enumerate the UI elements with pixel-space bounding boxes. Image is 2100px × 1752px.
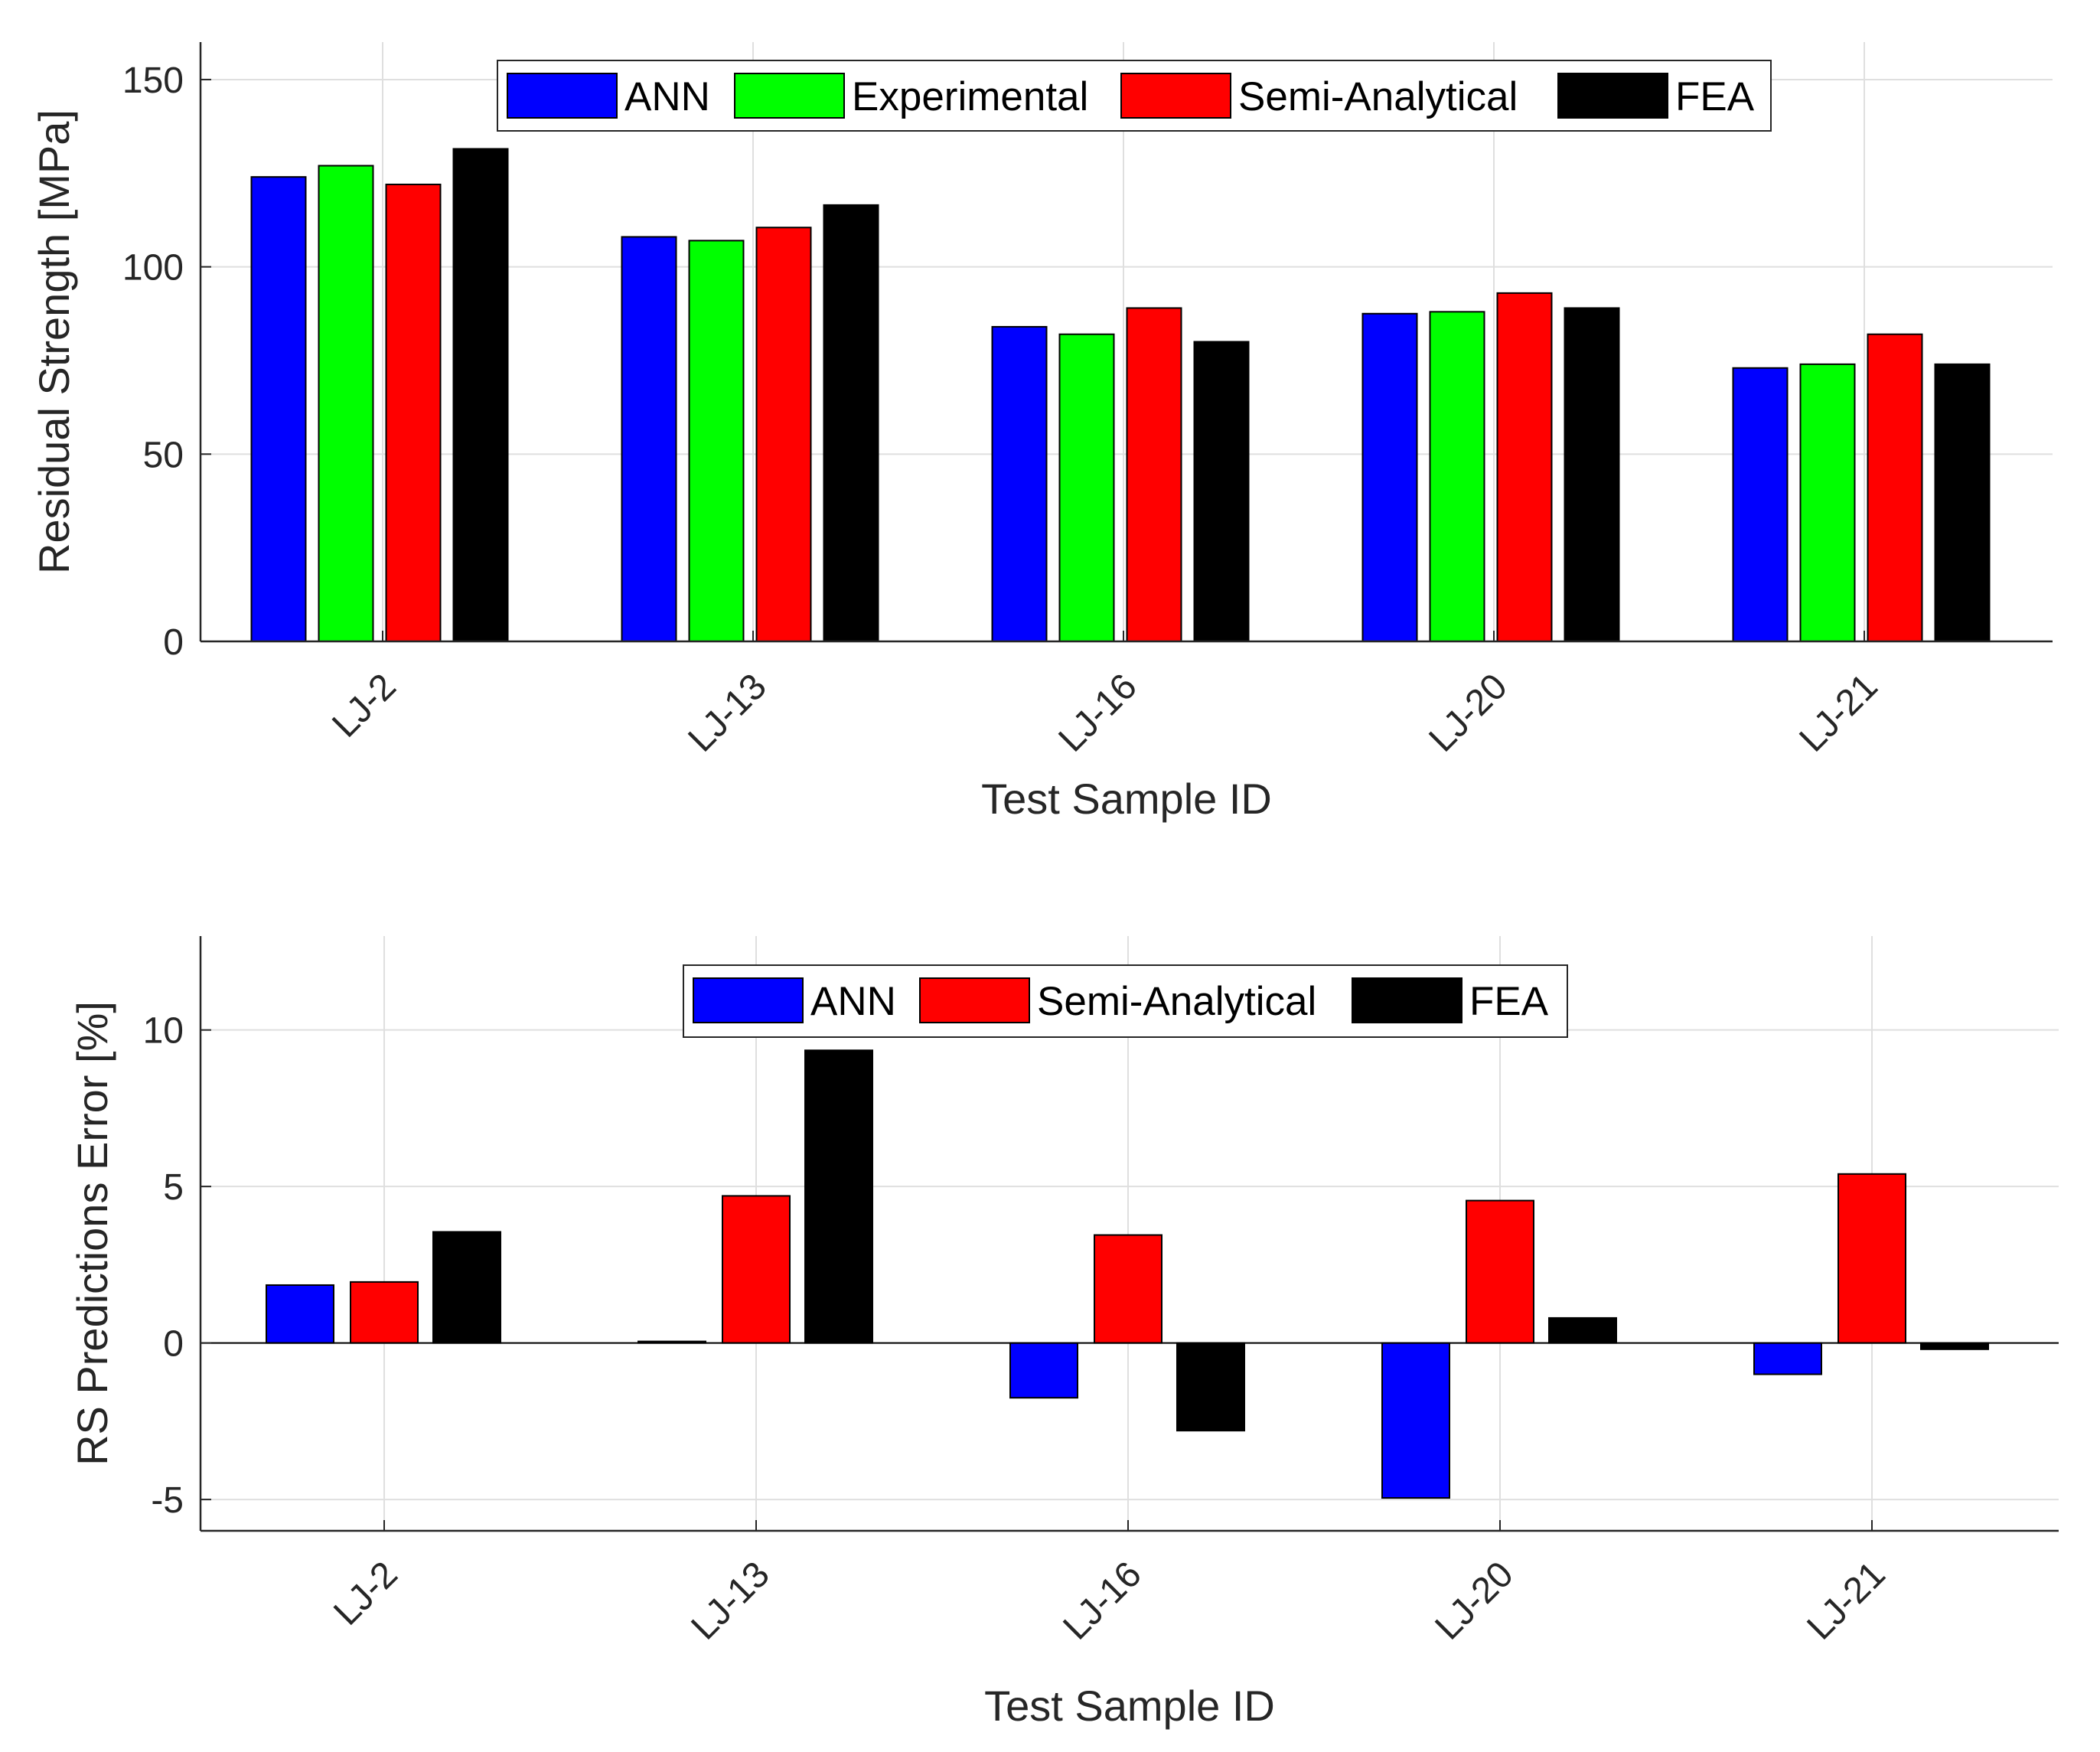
- legend-swatch-ann: [693, 977, 804, 1023]
- bar-lj-2-ann: [266, 1284, 334, 1344]
- legend-label-semi-analytical: Semi-Analytical: [1037, 979, 1316, 1024]
- bar-lj-20-experimental: [1429, 311, 1485, 642]
- y-tick-label: 150: [122, 60, 184, 101]
- legend-swatch-experimental: [734, 73, 845, 119]
- bar-lj-2-fea: [432, 1231, 501, 1344]
- bar-lj-21-fea: [1920, 1342, 1989, 1350]
- bar-lj-21-semi-analytical: [1867, 333, 1923, 642]
- bar-lj-2-ann: [250, 176, 307, 643]
- x-axis-label: Test Sample ID: [984, 1682, 1275, 1730]
- x-tick-label: LJ-21: [1799, 1554, 1893, 1647]
- legend-swatch-fea: [1557, 73, 1668, 119]
- bar-lj-2-fea: [452, 148, 509, 643]
- legend-label-experimental: Experimental: [852, 74, 1088, 119]
- legend: ANN Semi-Analytical FEA: [683, 964, 1568, 1038]
- bar-lj-16-ann: [991, 325, 1048, 642]
- bar-lj-20-fea: [1548, 1316, 1617, 1344]
- bar-lj-21-fea: [1934, 363, 1991, 642]
- y-tick-label: -5: [151, 1480, 184, 1521]
- bar-lj-16-semi-analytical: [1094, 1234, 1162, 1344]
- bar-lj-21-ann: [1732, 367, 1789, 642]
- bar-lj-20-ann: [1361, 312, 1418, 642]
- bar-lj-20-ann: [1381, 1342, 1450, 1499]
- legend-swatch-semi-analytical: [1120, 73, 1231, 119]
- x-tick-label: LJ-16: [1055, 1554, 1149, 1647]
- x-axis-label: Test Sample ID: [981, 775, 1272, 823]
- x-tick-label: LJ-20: [1427, 1554, 1521, 1647]
- bar-lj-16-experimental: [1058, 333, 1115, 642]
- x-tick-label: LJ-20: [1421, 666, 1515, 759]
- y-tick-label: 0: [163, 622, 184, 663]
- bar-lj-13-semi-analytical: [722, 1195, 791, 1344]
- x-tick-label: LJ-16: [1051, 666, 1144, 759]
- legend-label-fea: FEA: [1675, 74, 1755, 119]
- bar-lj-16-fea: [1193, 341, 1250, 642]
- bar-lj-13-semi-analytical: [755, 227, 812, 643]
- bar-lj-16-ann: [1009, 1342, 1078, 1399]
- bar-lj-13-ann: [621, 236, 677, 643]
- y-tick-label: 100: [122, 248, 184, 289]
- bar-lj-21-semi-analytical: [1838, 1173, 1906, 1344]
- bar-lj-20-semi-analytical: [1496, 292, 1553, 642]
- legend-label-fea: FEA: [1469, 979, 1549, 1024]
- legend-swatch-fea: [1352, 977, 1462, 1023]
- bar-lj-2-semi-analytical: [350, 1281, 419, 1344]
- x-tick-label: LJ-13: [680, 666, 774, 759]
- bar-lj-16-semi-analytical: [1126, 307, 1182, 642]
- chart-1: 0 50 100 150 LJ-2 LJ-13 LJ-16 LJ-20 LJ-21 Test Sa…: [30, 42, 2053, 823]
- legend-label-semi-analytical: Semi-Analytical: [1238, 74, 1518, 119]
- legend-label-ann: ANN: [810, 979, 896, 1024]
- bar-lj-13-experimental: [688, 240, 745, 642]
- bar-lj-20-semi-analytical: [1466, 1199, 1534, 1344]
- bar-lj-2-semi-analytical: [385, 183, 442, 642]
- legend-swatch-ann: [507, 73, 618, 119]
- y-axis-label: Residual Strength [MPa]: [30, 109, 78, 574]
- bar-lj-21-experimental: [1799, 363, 1856, 642]
- chart-2: -5 0 5 10 LJ-2 LJ-13 LJ-16 LJ-20 LJ-21 Test Sampl…: [68, 936, 2059, 1730]
- y-tick-label: 0: [163, 1324, 184, 1365]
- x-tick-label: LJ-2: [326, 1554, 406, 1633]
- bar-lj-20-fea: [1564, 307, 1620, 642]
- y-axis-label: RS Predictions Error [%]: [68, 1001, 116, 1466]
- x-tick-label: LJ-21: [1792, 666, 1885, 759]
- x-tick-label: LJ-2: [324, 666, 404, 745]
- bar-lj-21-ann: [1753, 1342, 1822, 1375]
- legend-swatch-semi-analytical: [919, 977, 1030, 1023]
- bar-lj-16-fea: [1176, 1342, 1245, 1432]
- x-tick-label: LJ-13: [683, 1554, 777, 1647]
- bar-lj-2-experimental: [318, 165, 374, 642]
- bar-lj-13-fea: [804, 1049, 873, 1344]
- legend: ANN Experimental Semi-Analytical FEA: [497, 60, 1772, 132]
- y-tick-label: 5: [163, 1167, 184, 1208]
- y-tick-label: 50: [143, 435, 184, 475]
- legend-label-ann: ANN: [624, 74, 710, 119]
- bar-lj-13-fea: [823, 204, 879, 642]
- y-tick-label: 10: [143, 1011, 184, 1052]
